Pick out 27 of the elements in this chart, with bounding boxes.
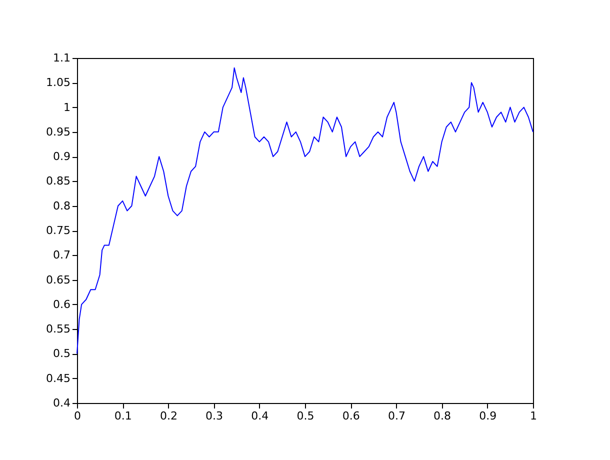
y-tick-label: 0.7	[53, 248, 70, 262]
x-tick-label: 0.8	[434, 410, 452, 422]
x-tick-label: 0.1	[114, 410, 132, 422]
x-tick-label: 0.7	[388, 410, 406, 422]
x-tick-label: 1	[530, 410, 537, 422]
y-tick-label: 0.95	[46, 125, 70, 138]
y-tick-label: 1	[64, 100, 70, 114]
y-tick-label: 0.8	[53, 199, 70, 212]
x-tick-label: 0.4	[251, 410, 269, 422]
y-tick-label: 0.85	[46, 174, 70, 188]
x-tick-label: 0.5	[296, 410, 314, 422]
y-tick-label: 1.1	[53, 52, 70, 64]
y-tick-label: 0.4	[53, 396, 70, 410]
y-tick-label: 0.5	[53, 347, 70, 360]
y-tick-label: 0.65	[46, 273, 70, 286]
x-tick-label: 0.3	[206, 410, 224, 422]
x-tick-label: 0.6	[342, 410, 360, 422]
line-series	[76, 67, 534, 354]
y-tick-label: 0.55	[46, 322, 70, 336]
y-tick-label: 0.6	[53, 298, 70, 311]
x-tick-label: 0.2	[160, 410, 178, 422]
y-tick-label: 0.75	[46, 224, 70, 237]
x-tick-label: 0	[74, 410, 81, 422]
y-tick-label: 1.05	[46, 76, 70, 90]
y-tick-label: 0.45	[46, 372, 70, 385]
y-tick-label: 0.9	[53, 150, 70, 164]
x-tick-label: 0.9	[479, 410, 497, 422]
